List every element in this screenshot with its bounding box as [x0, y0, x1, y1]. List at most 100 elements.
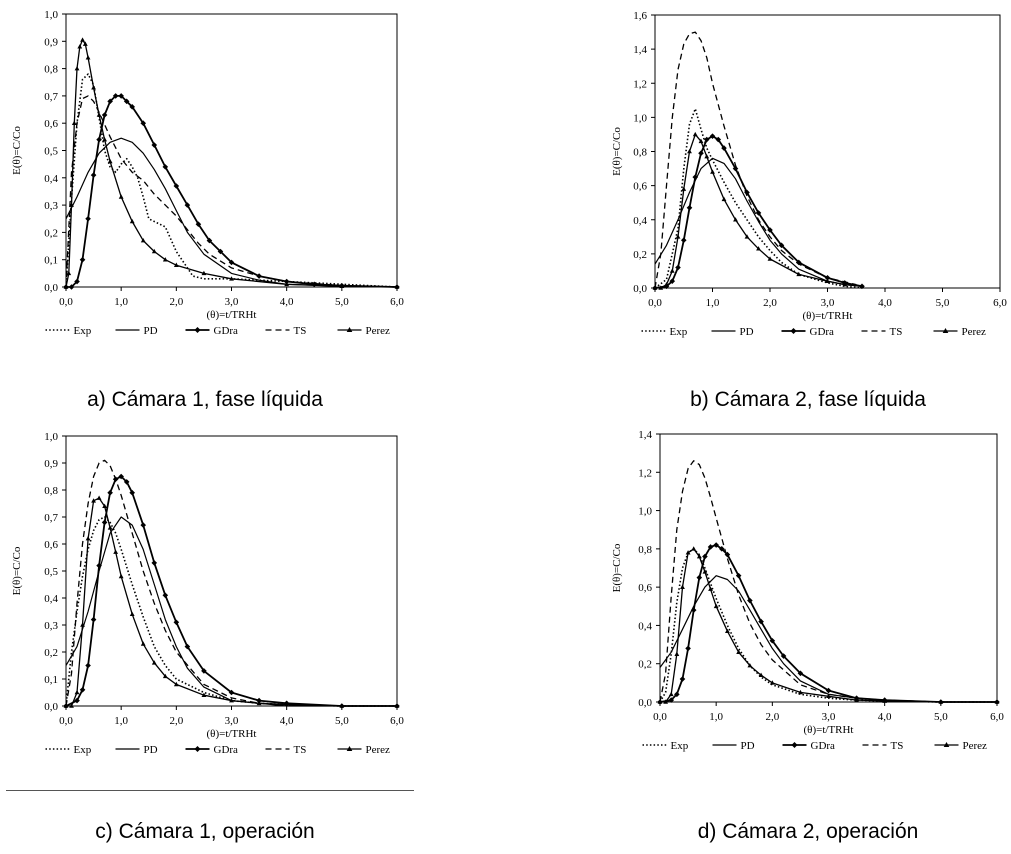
series-pd — [65, 516, 397, 707]
y-tick-label: 1,0 — [638, 506, 652, 518]
x-tick-label: 0,0 — [59, 715, 73, 727]
data-point — [826, 693, 831, 699]
x-tick-label: 6,0 — [993, 297, 1007, 309]
y-tick-label: 0,1 — [44, 255, 58, 267]
data-point — [107, 98, 113, 105]
series-line-gdra — [659, 544, 997, 703]
data-point — [284, 281, 290, 287]
y-tick-label: 0,4 — [638, 620, 652, 632]
data-point — [173, 681, 179, 687]
data-point — [80, 622, 85, 627]
x-tick-label: 4,0 — [280, 296, 294, 308]
data-point — [118, 473, 124, 480]
y-tick-label: 0,6 — [44, 118, 58, 130]
legend-item-exp: Exp — [641, 326, 688, 338]
data-point — [692, 131, 698, 137]
data-point — [690, 607, 697, 613]
legend-label: Perez — [366, 325, 391, 337]
data-point — [80, 37, 85, 42]
y-tick-label: 0,3 — [44, 200, 58, 212]
y-tick-label: 1,0 — [44, 431, 58, 443]
legend-label: Exp — [671, 740, 689, 752]
y-tick-label: 0,0 — [44, 282, 58, 294]
legend-label: GDra — [214, 325, 239, 337]
data-point — [173, 183, 180, 189]
data-point — [680, 237, 687, 244]
data-point — [859, 283, 865, 289]
data-point — [825, 278, 830, 283]
data-point — [118, 194, 124, 199]
legend-item-pd: PD — [115, 744, 158, 756]
legend-item-ts: TS — [265, 744, 306, 756]
data-point — [724, 551, 731, 558]
x-tick-label: 1,0 — [706, 297, 720, 309]
series-exp — [65, 516, 397, 707]
data-point — [669, 268, 675, 273]
data-point — [679, 676, 686, 682]
series-line-perez — [655, 133, 863, 289]
y-tick-label: 0,7 — [44, 512, 58, 524]
series-line-ts — [659, 460, 997, 703]
x-tick-label: 2,0 — [765, 711, 779, 723]
data-point — [769, 637, 776, 644]
data-point — [107, 489, 113, 496]
data-point — [721, 196, 727, 202]
data-point — [311, 281, 318, 288]
y-axis-label: E(θ)=C/Co — [11, 546, 23, 595]
legend-label: Perez — [962, 326, 987, 338]
data-point — [217, 248, 224, 255]
data-point — [90, 172, 97, 178]
data-point — [769, 680, 775, 685]
x-tick-label: 6,0 — [390, 296, 404, 308]
x-tick-label: 1,0 — [114, 296, 128, 308]
data-point — [702, 569, 708, 574]
y-axis-label: E(θ)=C/Co — [11, 126, 23, 175]
data-point — [698, 138, 704, 144]
data-point — [69, 202, 74, 207]
legend-label: PD — [740, 326, 754, 338]
y-tick-label: 0,0 — [638, 697, 652, 709]
data-point — [140, 522, 147, 528]
data-point — [842, 281, 848, 287]
x-tick-label: 4,0 — [878, 711, 892, 723]
legend-marker — [346, 746, 353, 751]
y-tick-label: 0,6 — [44, 539, 58, 551]
series-line-ts — [65, 459, 397, 707]
x-axis-label: (θ)=t/TRHt — [803, 310, 853, 322]
data-point — [118, 573, 124, 579]
data-point — [691, 546, 697, 551]
data-point — [708, 586, 713, 591]
data-point — [394, 284, 400, 289]
data-point — [704, 154, 710, 159]
x-tick-label: 6,0 — [990, 711, 1004, 723]
legend-label: GDra — [214, 744, 239, 756]
y-tick-label: 0,4 — [44, 173, 58, 185]
caption-c: c) Cámara 1, operación — [95, 820, 315, 843]
data-point — [162, 673, 168, 679]
data-point — [96, 495, 102, 500]
series-perez — [657, 546, 1000, 704]
legend-label: Exp — [670, 326, 688, 338]
series-exp — [654, 108, 863, 289]
data-point — [696, 574, 703, 581]
legend-marker — [194, 327, 201, 333]
data-point — [85, 662, 91, 669]
y-tick-label: 0,5 — [44, 566, 58, 578]
divider-line — [6, 790, 414, 791]
legend-item-perez: Perez — [933, 326, 987, 338]
data-point — [162, 592, 169, 599]
x-tick-label: 3,0 — [821, 297, 835, 309]
legend-marker — [194, 746, 201, 752]
data-point — [113, 549, 119, 554]
series-line-exp — [659, 548, 997, 703]
legend-item-pd: PD — [115, 325, 158, 337]
data-point — [151, 660, 157, 665]
data-point — [713, 603, 719, 609]
data-point — [79, 256, 86, 263]
legend-label: Perez — [963, 740, 988, 752]
data-point — [162, 164, 169, 170]
legend-label: Perez — [366, 744, 391, 756]
data-point — [938, 699, 944, 704]
series-line-pd — [654, 157, 863, 287]
data-point — [162, 257, 168, 262]
